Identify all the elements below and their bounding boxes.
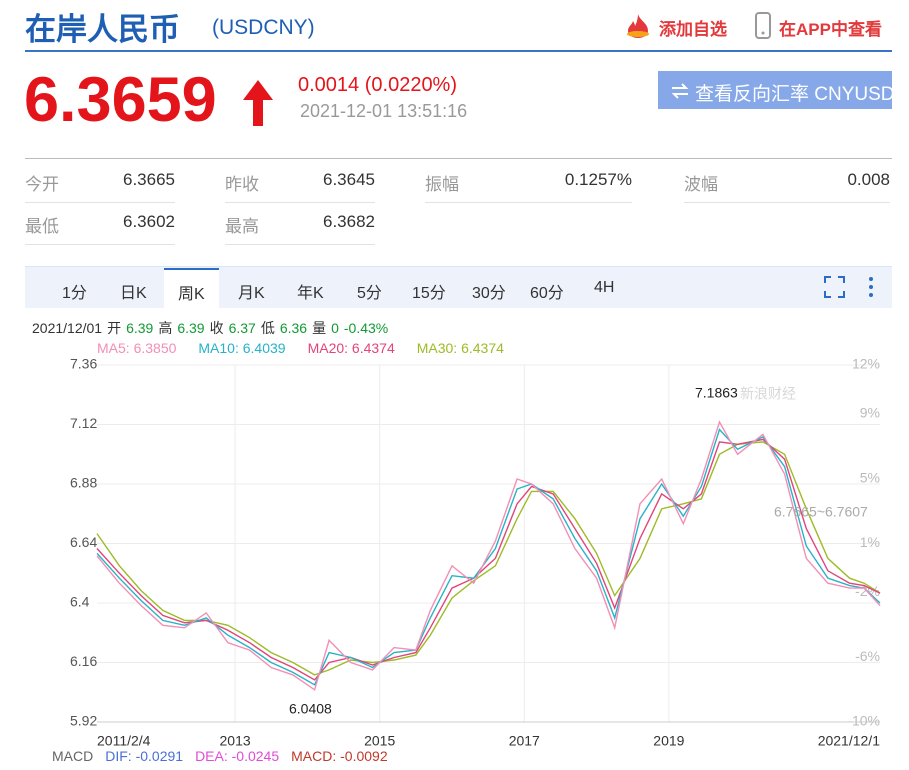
- macd-item: DIF: -0.0291: [105, 748, 184, 764]
- chart: 新浪财经5.926.166.46.646.887.127.36-10%-6%-2…: [70, 356, 881, 749]
- info-item: 开: [107, 320, 122, 336]
- macd-item: DEA: -0.0245: [195, 748, 280, 764]
- stat-value: 6.3682: [323, 212, 375, 231]
- legend: MA5: 6.3850 MA10: 6.4039 MA20: 6.4374 MA30:…: [97, 340, 526, 356]
- add-watch[interactable]: 添加自选: [659, 20, 727, 39]
- y2-tick-label: -6%: [855, 648, 880, 664]
- tab-icons: [824, 276, 873, 298]
- stat-label: 今开: [25, 175, 59, 194]
- stat-underline: [425, 202, 632, 203]
- stat-label: 最低: [25, 217, 59, 236]
- stat-value: 6.3645: [323, 170, 375, 189]
- change: 0.0014 (0.0220%): [298, 74, 458, 96]
- title: 在岸人民币: [25, 12, 180, 47]
- info-item: 量: [312, 320, 327, 336]
- stat-underline: [225, 244, 375, 245]
- y2-tick-label: -10%: [847, 713, 880, 729]
- price: 6.3659: [24, 65, 217, 135]
- watermark: 新浪财经: [740, 386, 796, 402]
- x-tick-label: 2011/2/4: [97, 733, 151, 749]
- tab[interactable]: 年K: [297, 285, 324, 302]
- swap-icon: [671, 83, 689, 99]
- reverse-label: 查看反向汇率 CNYUSD: [695, 84, 895, 105]
- legend-entry: MA10: 6.4039: [198, 340, 286, 356]
- stat-value: 0.1257%: [564, 170, 632, 189]
- y-tick-label: 5.92: [70, 713, 97, 729]
- stat-underline: [684, 202, 890, 203]
- tab[interactable]: 1分: [62, 285, 87, 302]
- code: (USDCNY): [212, 16, 315, 39]
- stat-underline: [25, 202, 175, 203]
- y-tick-label: 6.4: [70, 594, 90, 610]
- info-item: 0: [331, 320, 339, 336]
- x-tick-label: 2019: [653, 733, 684, 749]
- y-tick-label: 6.88: [70, 475, 97, 491]
- range-label: 6.7665~6.7607: [774, 504, 868, 520]
- macd-item: MACD: [52, 748, 94, 764]
- y2-tick-label: 1%: [860, 534, 880, 550]
- y-tick-label: 7.12: [70, 415, 97, 431]
- y-tick-label: 7.36: [70, 356, 97, 372]
- phone-icon: [755, 12, 771, 39]
- y2-tick-label: 9%: [860, 404, 880, 420]
- up-arrow: [243, 80, 273, 126]
- ma-line: [96, 441, 881, 676]
- legend-entry: MA5: 6.3850: [97, 340, 177, 356]
- tab[interactable]: 周K: [164, 268, 219, 313]
- tab[interactable]: 日K: [120, 285, 147, 302]
- tab[interactable]: 60分: [530, 285, 564, 302]
- info-item: 6.37: [228, 320, 256, 336]
- ma-line: [96, 420, 881, 691]
- y2-tick-label: 5%: [860, 469, 880, 485]
- x-tick-label: 2013: [220, 733, 251, 749]
- info-item: 高: [158, 320, 173, 336]
- stat-label: 波幅: [684, 175, 718, 194]
- ma-line: [96, 428, 881, 686]
- x-tick-label: 2021/12/1: [818, 733, 880, 749]
- info-item: 6.39: [177, 320, 205, 336]
- tab[interactable]: 30分: [472, 285, 506, 302]
- stat-label: 昨收: [225, 175, 259, 194]
- tab-bar: [25, 266, 892, 308]
- macd: MACD DIF: -0.0291 DEA: -0.0245 MACD: -0.009…: [52, 748, 400, 764]
- y-tick-label: 6.64: [70, 534, 97, 550]
- min-label: 6.0408: [289, 701, 332, 717]
- info-item: 2021/12/01: [32, 320, 103, 336]
- divider: [25, 50, 892, 52]
- stat-label: 最高: [225, 217, 259, 236]
- ohlc-info: 2021/12/01 开 6.39 高 6.39 收 6.37 低 6.36 量 0 -0.43%: [32, 318, 393, 338]
- macd-item: MACD: -0.0092: [291, 748, 388, 764]
- y-tick-label: 6.16: [70, 653, 97, 669]
- info-item: 低: [260, 320, 275, 336]
- info-item: 收: [209, 320, 224, 336]
- stat-value: 0.008: [847, 170, 890, 189]
- stat-value: 6.3602: [123, 212, 175, 231]
- tab[interactable]: 月K: [238, 285, 265, 302]
- x-tick-label: 2017: [509, 733, 540, 749]
- fire-icon: [627, 14, 649, 38]
- info-item: -0.43%: [343, 320, 389, 336]
- tab[interactable]: 15分: [412, 285, 446, 302]
- time: 2021-12-01 13:51:16: [300, 101, 468, 121]
- info-item: 6.39: [126, 320, 154, 336]
- stat-label: 振幅: [425, 175, 459, 194]
- tab[interactable]: 4H: [594, 279, 615, 296]
- y2-tick-label: 12%: [852, 356, 880, 372]
- legend-entry: MA30: 6.4374: [416, 340, 504, 356]
- reverse-button[interactable]: 查看反向汇率 CNYUSD: [658, 71, 895, 109]
- ma-line: [96, 438, 881, 681]
- legend-entry: MA20: 6.4374: [307, 340, 395, 356]
- info-item: 6.36: [279, 320, 308, 336]
- view-app[interactable]: 在APP中查看: [779, 20, 882, 39]
- stat-underline: [25, 244, 175, 245]
- stat-underline: [225, 202, 375, 203]
- tab[interactable]: 5分: [357, 285, 382, 302]
- stats-top-line: [25, 158, 892, 159]
- stat-value: 6.3665: [123, 170, 175, 189]
- max-label: 7.1863: [695, 385, 738, 401]
- x-tick-label: 2015: [364, 733, 395, 749]
